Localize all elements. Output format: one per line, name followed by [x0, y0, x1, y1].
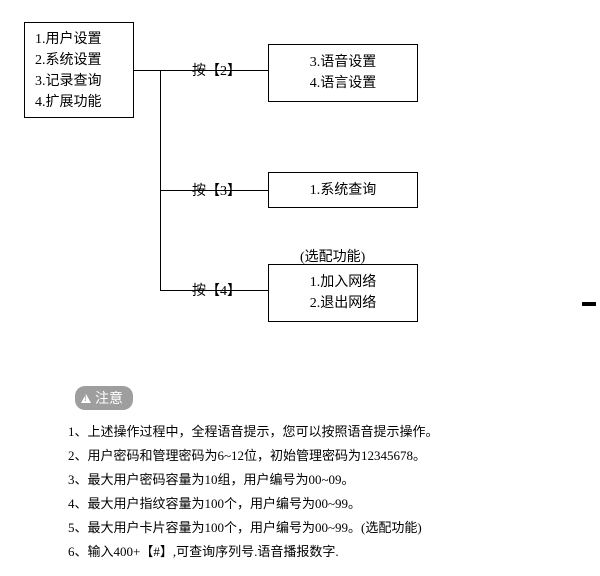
branch-key-label: 按【4】	[192, 280, 241, 300]
warning-icon	[81, 394, 91, 403]
branch-box-3: 1.加入网络2.退出网络	[268, 264, 418, 322]
root-menu-item: 3.记录查询	[35, 71, 123, 92]
diagram-stage: 1.用户设置2.系统设置3.记录查询4.扩展功能 注意 1、上述操作过程中，全程…	[0, 0, 600, 576]
note-line: 6、输入400+【#】,可查询序列号.语音播报数字.	[68, 540, 439, 564]
notice-badge: 注意	[75, 386, 133, 410]
branch-key-label: 按【3】	[192, 180, 241, 200]
branch-box-1: 3.语音设置4.语言设置	[268, 44, 418, 102]
note-line: 4、最大用户指纹容量为100个，用户编号为00~99。	[68, 492, 439, 516]
stray-marker	[582, 302, 596, 306]
root-menu-item: 1.用户设置	[35, 29, 123, 50]
notice-label: 注意	[95, 388, 123, 408]
note-line: 2、用户密码和管理密码为6~12位，初始管理密码为12345678。	[68, 444, 439, 468]
branch-caption: (选配功能)	[300, 246, 365, 266]
branch-box-item: 4.语言设置	[279, 73, 407, 94]
branch-box-item: 1.加入网络	[279, 272, 407, 293]
note-line: 5、最大用户卡片容量为100个，用户编号为00~99。(选配功能)	[68, 516, 439, 540]
connector-spine	[160, 70, 161, 291]
note-line: 3、最大用户密码容量为10组，用户编号为00~09。	[68, 468, 439, 492]
branch-box-2: 1.系统查询	[268, 172, 418, 208]
branch-box-item: 1.系统查询	[279, 180, 407, 201]
connector-trunk	[134, 70, 160, 71]
notes-list: 1、上述操作过程中，全程语音提示，您可以按照语音提示操作。2、用户密码和管理密码…	[68, 420, 439, 564]
root-menu-box: 1.用户设置2.系统设置3.记录查询4.扩展功能	[24, 22, 134, 118]
root-menu-item: 2.系统设置	[35, 50, 123, 71]
note-line: 1、上述操作过程中，全程语音提示，您可以按照语音提示操作。	[68, 420, 439, 444]
branch-box-item: 2.退出网络	[279, 293, 407, 314]
root-menu-item: 4.扩展功能	[35, 92, 123, 113]
branch-key-label: 按【2】	[192, 60, 241, 80]
branch-box-item: 3.语音设置	[279, 52, 407, 73]
